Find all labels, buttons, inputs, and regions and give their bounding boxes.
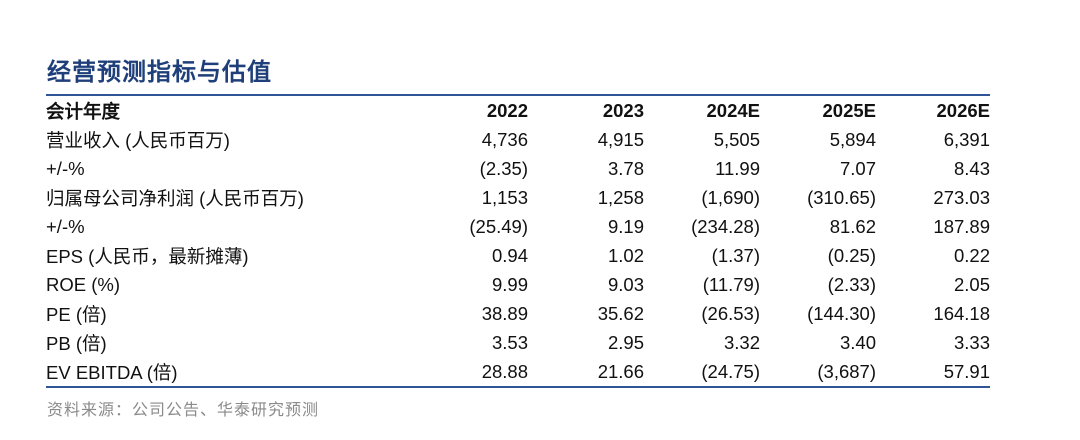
table-body: 营业收入 (人民币百万) 4,736 4,915 5,505 5,894 6,391 +/-… <box>46 125 990 386</box>
row-value: 1,258 <box>597 186 644 208</box>
row-value: 1.02 <box>607 244 644 266</box>
header-cell-2024e: 2024E <box>706 99 761 121</box>
row-value: (2.33) <box>827 273 876 295</box>
row-label: 归属母公司净利润 (人民币百万) <box>46 187 304 209</box>
row-value: 2.05 <box>953 273 990 295</box>
table-row: EPS (人民币，最新摊薄) 0.94 1.02 (1.37) (0.25) 0.22 <box>46 241 990 270</box>
row-value: (234.28) <box>691 215 760 237</box>
table-row: +/-% (2.35) 3.78 11.99 7.07 8.43 <box>46 154 990 183</box>
row-value: 3.32 <box>723 331 760 353</box>
row-label: +/-% <box>46 215 85 237</box>
table-bottom-rule <box>46 386 990 388</box>
row-value: 7.07 <box>839 157 876 179</box>
row-label: PB (倍) <box>46 332 107 354</box>
row-value: 3.78 <box>607 157 644 179</box>
row-value: (26.53) <box>701 302 760 324</box>
table-row: 营业收入 (人民币百万) 4,736 4,915 5,505 5,894 6,391 <box>46 125 990 154</box>
row-value: (11.79) <box>702 273 760 295</box>
row-value: (1.37) <box>711 244 760 266</box>
row-value: 4,915 <box>597 128 644 150</box>
table-row: 归属母公司净利润 (人民币百万) 1,153 1,258 (1,690) (310.65… <box>46 183 990 212</box>
row-value: 187.89 <box>933 215 990 237</box>
row-value: 273.03 <box>933 186 990 208</box>
table-row: ROE (%) 9.99 9.03 (11.79) (2.33) 2.05 <box>46 270 990 299</box>
row-value: 3.33 <box>953 331 990 353</box>
row-value: 2.95 <box>607 331 644 353</box>
row-value: 38.89 <box>481 302 528 324</box>
row-value: 3.53 <box>491 331 528 353</box>
row-value: (0.25) <box>827 244 876 266</box>
source-note: 资料来源：公司公告、华泰研究预测 <box>47 402 320 419</box>
row-value: 1,153 <box>481 186 528 208</box>
row-value: 35.62 <box>597 302 644 324</box>
row-label: 营业收入 (人民币百万) <box>46 129 230 151</box>
row-value: (3,687) <box>817 360 876 382</box>
row-value: (144.30) <box>807 302 876 324</box>
row-value: (310.65) <box>807 186 876 208</box>
row-value: (2.35) <box>479 157 528 179</box>
table-row: PB (倍) 3.53 2.95 3.32 3.40 3.33 <box>46 328 990 357</box>
row-label: ROE (%) <box>46 273 120 295</box>
row-value: 164.18 <box>933 302 990 324</box>
row-value: 9.03 <box>607 273 644 295</box>
row-value: (1,690) <box>701 186 760 208</box>
row-value: 3.40 <box>839 331 876 353</box>
row-value: 9.99 <box>491 273 528 295</box>
header-cell-2025e: 2025E <box>822 99 877 121</box>
row-label: EV EBITDA (倍) <box>46 361 178 383</box>
row-value: 9.19 <box>607 215 644 237</box>
page-title: 经营预测指标与估值 <box>47 57 272 86</box>
row-value: 0.22 <box>953 244 990 266</box>
table-row: +/-% (25.49) 9.19 (234.28) 81.62 187.89 <box>46 212 990 241</box>
row-label: +/-% <box>46 157 85 179</box>
row-value: (24.75) <box>701 360 760 382</box>
table-header-row: 会计年度 2022 2023 2024E 2025E 2026E <box>46 96 990 125</box>
row-value: 11.99 <box>715 157 760 179</box>
row-value: 8.43 <box>953 157 990 179</box>
header-cell-label: 会计年度 <box>46 100 121 122</box>
row-value: 21.66 <box>597 360 644 382</box>
row-value: 4,736 <box>481 128 528 150</box>
row-label: PE (倍) <box>46 303 107 325</box>
header-cell-2023: 2023 <box>602 99 644 121</box>
row-value: 57.91 <box>943 360 990 382</box>
header-cell-2022: 2022 <box>486 99 528 121</box>
row-value: 5,894 <box>829 128 876 150</box>
row-value: 28.88 <box>481 360 528 382</box>
header-cell-2026e: 2026E <box>936 99 991 121</box>
row-label: EPS (人民币，最新摊薄) <box>46 245 249 267</box>
row-value: 6,391 <box>943 128 990 150</box>
table-row: PE (倍) 38.89 35.62 (26.53) (144.30) 164.18 <box>46 299 990 328</box>
forecast-table: 会计年度 2022 2023 2024E 2025E 2026E 营业收入 (人… <box>46 96 990 386</box>
row-value: 0.94 <box>491 244 528 266</box>
row-value: 81.62 <box>829 215 876 237</box>
row-value: (25.49) <box>469 215 528 237</box>
row-value: 5,505 <box>713 128 760 150</box>
table-top-rule <box>46 94 990 96</box>
table-row: EV EBITDA (倍) 28.88 21.66 (24.75) (3,687) 57.… <box>46 357 990 386</box>
